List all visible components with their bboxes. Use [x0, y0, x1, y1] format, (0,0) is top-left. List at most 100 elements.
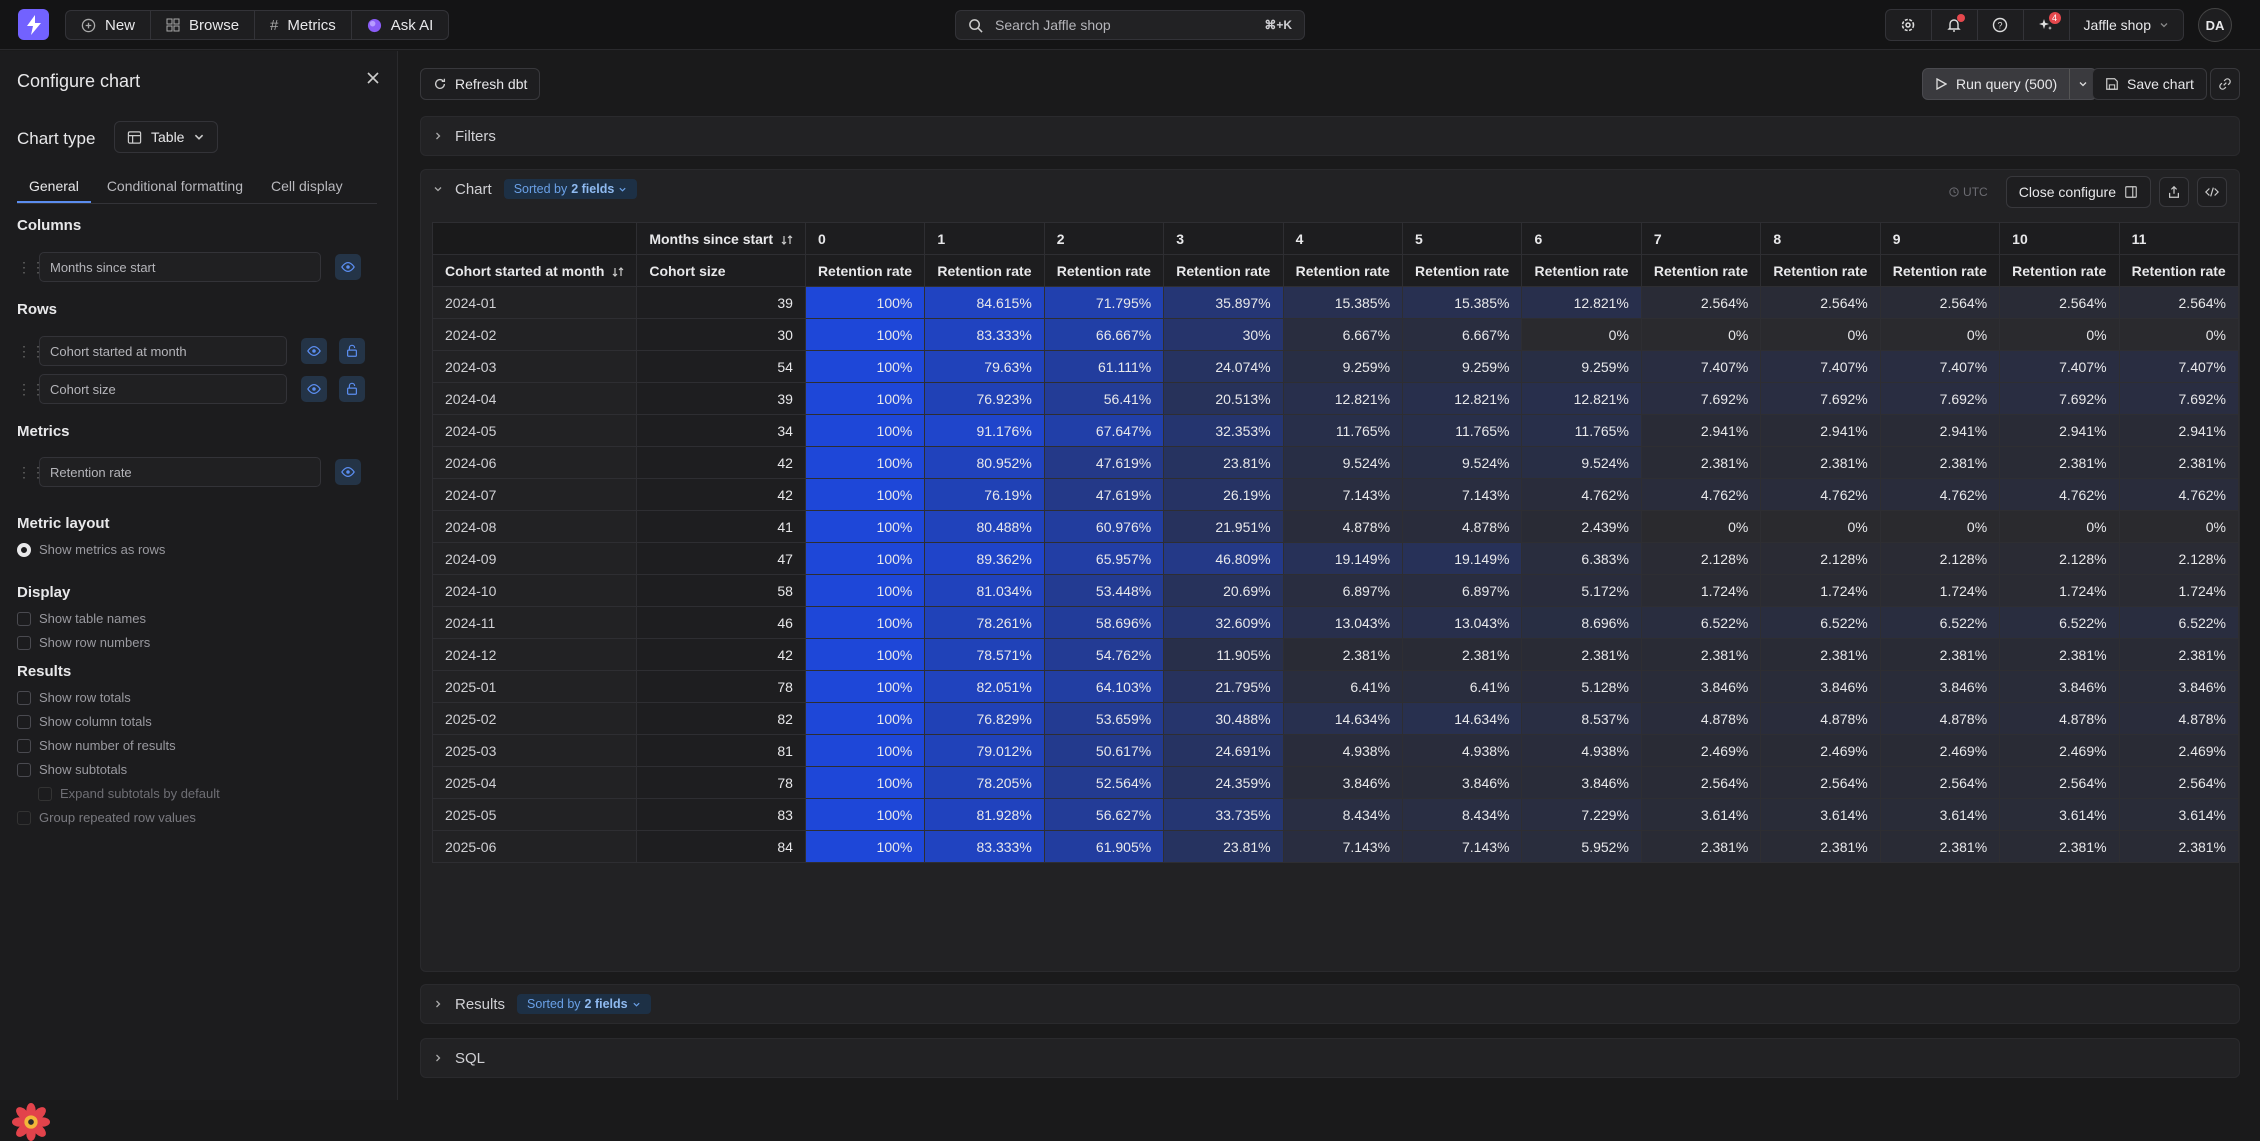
retention-cell[interactable]: 78.205%	[924, 766, 1045, 799]
retention-cell[interactable]: 3.846%	[1282, 766, 1404, 799]
checkbox[interactable]	[17, 810, 31, 825]
retention-cell[interactable]: 2.941%	[1999, 414, 2120, 447]
flower-logo-icon[interactable]	[12, 1103, 50, 1141]
metric-header[interactable]: Retention rate	[804, 254, 926, 287]
retention-cell[interactable]: 60.976%	[1043, 510, 1165, 543]
retention-cell[interactable]: 7.143%	[1402, 478, 1523, 511]
cohort-size-cell[interactable]: 46	[636, 606, 806, 639]
retention-cell[interactable]: 2.564%	[1879, 286, 2001, 319]
results-panel[interactable]: Results Sorted by 2 fields	[420, 984, 2240, 1024]
retention-cell[interactable]: 2.381%	[2118, 830, 2240, 863]
metric-header[interactable]: Retention rate	[1402, 254, 1523, 287]
metric-header[interactable]: Retention rate	[1999, 254, 2120, 287]
month-header[interactable]: 1	[924, 222, 1045, 255]
retention-cell[interactable]: 12.821%	[1521, 286, 1642, 319]
retention-cell[interactable]: 8.434%	[1402, 798, 1523, 831]
retention-cell[interactable]: 61.905%	[1043, 830, 1165, 863]
metric-header[interactable]: Retention rate	[924, 254, 1045, 287]
metrics-button[interactable]: # Metrics	[255, 11, 352, 39]
retention-cell[interactable]: 2.564%	[2118, 286, 2240, 319]
close-icon[interactable]	[366, 71, 380, 85]
cohort-cell[interactable]: 2025-02	[431, 702, 638, 735]
retention-cell[interactable]: 52.564%	[1043, 766, 1165, 799]
month-header[interactable]: 8	[1760, 222, 1881, 255]
retention-cell[interactable]: 1.724%	[1760, 574, 1881, 607]
checkbox[interactable]	[17, 611, 31, 626]
cohort-cell[interactable]: 2024-02	[431, 318, 638, 351]
retention-cell[interactable]: 91.176%	[924, 414, 1045, 447]
retention-cell[interactable]: 100%	[804, 510, 926, 543]
filters-panel[interactable]: Filters	[420, 116, 2240, 156]
retention-cell[interactable]: 3.614%	[1999, 798, 2120, 831]
retention-cell[interactable]: 19.149%	[1402, 542, 1523, 575]
retention-cell[interactable]: 8.434%	[1282, 798, 1404, 831]
cohort-cell[interactable]: 2024-08	[431, 510, 638, 543]
retention-cell[interactable]: 83.333%	[924, 830, 1045, 863]
retention-cell[interactable]: 2.941%	[1640, 414, 1762, 447]
retention-cell[interactable]: 2.381%	[2118, 638, 2240, 671]
retention-cell[interactable]: 2.128%	[1999, 542, 2120, 575]
retention-cell[interactable]: 100%	[804, 702, 926, 735]
option-expand-subtotals[interactable]: Expand subtotals by default	[38, 786, 220, 801]
retention-cell[interactable]: 3.846%	[1521, 766, 1642, 799]
retention-cell[interactable]: 6.383%	[1521, 542, 1642, 575]
retention-cell[interactable]: 14.634%	[1402, 702, 1523, 735]
retention-cell[interactable]: 100%	[804, 382, 926, 415]
search-input[interactable]: Search Jaffle shop ⌘+K	[955, 10, 1305, 40]
sql-header[interactable]: SQL	[421, 1039, 2239, 1077]
month-header[interactable]: 6	[1521, 222, 1642, 255]
retention-cell[interactable]: 9.259%	[1402, 350, 1523, 383]
column-field[interactable]: Months since start	[39, 252, 321, 282]
cohort-size-cell[interactable]: 84	[636, 830, 806, 863]
month-header[interactable]: 2	[1043, 222, 1165, 255]
retention-cell[interactable]: 13.043%	[1282, 606, 1404, 639]
metric-header[interactable]: Retention rate	[1760, 254, 1881, 287]
run-query-main[interactable]: Run query (500)	[1923, 69, 2071, 99]
sql-panel[interactable]: SQL	[420, 1038, 2240, 1078]
retention-cell[interactable]: 9.524%	[1521, 446, 1642, 479]
retention-cell[interactable]: 2.564%	[1999, 286, 2120, 319]
eye-icon[interactable]	[335, 254, 361, 280]
ask-ai-button[interactable]: Ask AI	[352, 11, 449, 39]
checkbox[interactable]	[17, 762, 31, 777]
cohort-cell[interactable]: 2024-03	[431, 350, 638, 383]
cohort-size-cell[interactable]: 78	[636, 670, 806, 703]
retention-cell[interactable]: 100%	[804, 446, 926, 479]
retention-cell[interactable]: 24.691%	[1163, 734, 1284, 767]
retention-cell[interactable]: 7.407%	[1879, 350, 2001, 383]
chart-header[interactable]: Chart Sorted by 2 fields	[421, 170, 2239, 208]
retention-cell[interactable]: 84.615%	[924, 286, 1045, 319]
radio-button[interactable]	[17, 542, 31, 557]
retention-cell[interactable]: 0%	[1521, 318, 1642, 351]
metric-layout-option[interactable]: Show metrics as rows	[17, 542, 165, 557]
retention-cell[interactable]: 46.809%	[1163, 542, 1284, 575]
retention-cell[interactable]: 81.034%	[924, 574, 1045, 607]
retention-cell[interactable]: 1.724%	[1640, 574, 1762, 607]
cohort-size-cell[interactable]: 58	[636, 574, 806, 607]
retention-cell[interactable]: 0%	[1879, 510, 2001, 543]
retention-cell[interactable]: 2.128%	[1640, 542, 1762, 575]
cohort-cell[interactable]: 2024-10	[431, 574, 638, 607]
retention-cell[interactable]: 2.564%	[1999, 766, 2120, 799]
cohort-size-cell[interactable]: 82	[636, 702, 806, 735]
drag-handle-icon[interactable]: ⋮⋮	[17, 342, 45, 359]
retention-cell[interactable]: 2.381%	[1879, 446, 2001, 479]
retention-cell[interactable]: 7.692%	[1640, 382, 1762, 415]
retention-cell[interactable]: 4.762%	[2118, 478, 2240, 511]
unlock-icon[interactable]	[339, 376, 365, 402]
retention-cell[interactable]: 5.128%	[1521, 670, 1642, 703]
retention-cell[interactable]: 80.952%	[924, 446, 1045, 479]
avatar[interactable]: DA	[2198, 8, 2232, 42]
retention-cell[interactable]: 3.846%	[1760, 670, 1881, 703]
embed-code-button[interactable]	[2197, 177, 2227, 207]
retention-cell[interactable]: 7.143%	[1282, 830, 1404, 863]
retention-cell[interactable]: 24.359%	[1163, 766, 1284, 799]
retention-cell[interactable]: 67.647%	[1043, 414, 1165, 447]
retention-cell[interactable]: 13.043%	[1402, 606, 1523, 639]
retention-cell[interactable]: 54.762%	[1043, 638, 1165, 671]
retention-cell[interactable]: 53.448%	[1043, 574, 1165, 607]
cohort-size-cell[interactable]: 34	[636, 414, 806, 447]
eye-icon[interactable]	[301, 338, 327, 364]
retention-cell[interactable]: 0%	[2118, 510, 2240, 543]
cohort-cell[interactable]: 2025-03	[431, 734, 638, 767]
